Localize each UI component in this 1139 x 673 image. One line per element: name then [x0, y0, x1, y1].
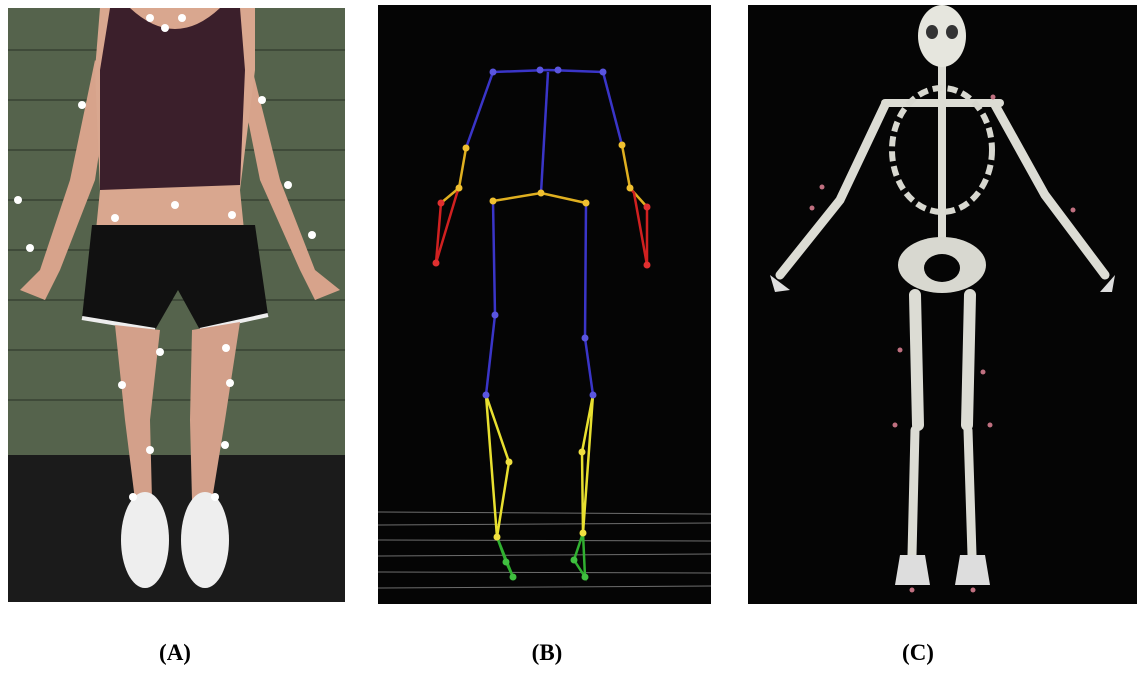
skeleton-panel-shape: [924, 254, 960, 282]
photo-panel-shape-shape: [226, 379, 234, 387]
stick-model-panel-shape-shape: [644, 262, 651, 269]
skeleton-panel-shape-shape: [912, 430, 915, 555]
skeleton-panel-shape-shape: [910, 588, 915, 593]
stick-model-panel-shape-shape: [600, 69, 607, 76]
photo-panel-shape-shape: [178, 14, 186, 22]
skeleton-panel-shape-shape: [893, 423, 898, 428]
photo-panel-shape-shape: [78, 101, 86, 109]
panel-label: (A): [115, 640, 235, 666]
stick-model-panel-shape-shape: [627, 185, 634, 192]
photo-panel-shape-shape: [221, 441, 229, 449]
skeleton-panel-shape-shape: [968, 430, 972, 555]
figure: (A) (B) (C): [0, 0, 1139, 673]
stick-model-panel-shape-shape: [456, 185, 463, 192]
stick-model-panel-shape-shape: [644, 204, 651, 211]
stick-model-panel-shape-shape: [438, 200, 445, 207]
photo-panel-shape-shape: [258, 96, 266, 104]
photo-panel-shape-shape: [146, 14, 154, 22]
skeleton-panel-shape-shape: [981, 370, 986, 375]
skeleton-panel-shape-shape: [898, 348, 903, 353]
skeleton-panel-shape: [926, 25, 938, 39]
skeleton-panel-shape-shape: [967, 295, 970, 425]
photo-panel-shape-shape: [146, 446, 154, 454]
photo-panel-shape-shape: [211, 493, 219, 501]
skeleton-panel-shape-shape: [915, 295, 918, 425]
photo-panel-shape-shape: [308, 231, 316, 239]
photo-panel-shape: [181, 492, 229, 588]
stick-model-panel-shape-shape: [503, 559, 510, 566]
photo-panel-shape-shape: [14, 196, 22, 204]
figure-art: [0, 0, 1139, 673]
skeleton-panel-shape: [946, 25, 958, 39]
stick-model-panel-shape-shape: [582, 574, 589, 581]
photo-panel-shape-shape: [156, 348, 164, 356]
skeleton-panel-shape-shape: [991, 95, 996, 100]
stick-model-panel-shape-shape: [494, 534, 501, 541]
panel-label: (C): [858, 640, 978, 666]
stick-model-panel-shape-shape: [538, 190, 545, 197]
skeleton-panel: [748, 5, 1137, 604]
skeleton-panel-shape-shape: [988, 423, 993, 428]
photo-panel-shape: [121, 492, 169, 588]
skeleton-panel-shape-shape: [1071, 208, 1076, 213]
skeleton-panel-shape: [918, 5, 966, 67]
panel-label: (B): [487, 640, 607, 666]
stick-model-panel-shape-shape: [463, 145, 470, 152]
stick-model-panel-shape-shape: [483, 392, 490, 399]
photo-panel-shape-shape: [228, 211, 236, 219]
skeleton-panel-shape-shape: [820, 185, 825, 190]
photo-panel-shape-shape: [111, 214, 119, 222]
stick-model-panel: [378, 5, 711, 604]
photo-panel-shape: [100, 8, 245, 190]
photo-panel-shape-shape: [161, 24, 169, 32]
stick-model-panel-shape-shape: [571, 557, 578, 564]
stick-model-panel-shape-shape: [506, 459, 513, 466]
stick-model-panel-shape-shape: [490, 198, 497, 205]
skeleton-panel-shape-shape: [971, 588, 976, 593]
photo-panel: [8, 8, 345, 602]
stick-model-panel-shape-shape: [492, 312, 499, 319]
stick-model-panel-shape-shape: [583, 200, 590, 207]
stick-model-panel-shape-shape: [590, 392, 597, 399]
stick-model-panel-shape-shape: [579, 449, 586, 456]
stick-model-panel-shape-shape: [490, 69, 497, 76]
stick-model-panel-shape-shape: [619, 142, 626, 149]
photo-panel-shape-shape: [284, 181, 292, 189]
photo-panel-shape-shape: [129, 493, 137, 501]
skeleton-panel-shape-shape: [810, 206, 815, 211]
photo-panel-shape-shape: [171, 201, 179, 209]
stick-model-panel-shape-shape: [555, 67, 562, 74]
photo-panel-shape-shape: [222, 344, 230, 352]
photo-panel-shape-shape: [26, 244, 34, 252]
photo-panel-shape: [8, 455, 345, 602]
photo-panel-shape-shape: [118, 381, 126, 389]
stick-model-panel-shape-shape: [582, 335, 589, 342]
stick-model-panel-shape-shape: [510, 574, 517, 581]
stick-model-panel-shape-shape: [537, 67, 544, 74]
stick-model-panel-shape-shape: [433, 260, 440, 267]
stick-model-panel-shape-shape: [580, 530, 587, 537]
